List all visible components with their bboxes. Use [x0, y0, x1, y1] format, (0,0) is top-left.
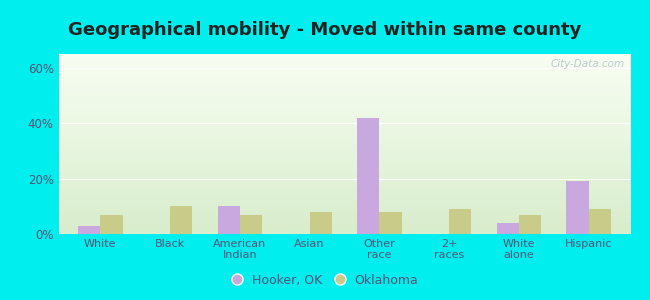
Bar — [497, 223, 519, 234]
Bar — [566, 182, 589, 234]
Bar — [218, 206, 240, 234]
Bar — [170, 206, 192, 234]
Text: City-Data.com: City-Data.com — [551, 59, 625, 69]
Bar — [519, 214, 541, 234]
Bar — [357, 118, 380, 234]
Bar — [100, 214, 123, 234]
Bar — [309, 212, 332, 234]
Text: Geographical mobility - Moved within same county: Geographical mobility - Moved within sam… — [68, 21, 582, 39]
Bar — [589, 209, 611, 234]
Bar — [380, 212, 402, 234]
Legend: Hooker, OK, Oklahoma: Hooker, OK, Oklahoma — [228, 270, 422, 291]
Bar — [240, 214, 262, 234]
Bar — [78, 226, 100, 234]
Bar — [449, 209, 471, 234]
